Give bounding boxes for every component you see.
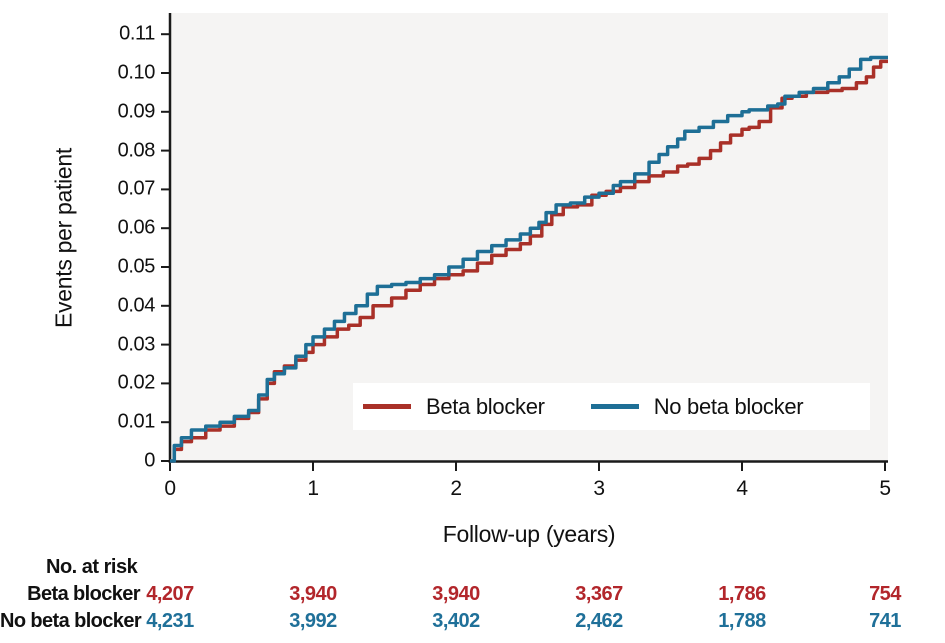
at-risk-value: 4,207 [146, 583, 194, 605]
at-risk-value: 3,992 [289, 610, 337, 632]
at-risk-value: 1,788 [718, 610, 766, 632]
y-tick-label: 0.06 [117, 216, 156, 239]
legend: Beta blocker No beta blocker [353, 383, 870, 430]
y-tick-label: 0.09 [117, 100, 156, 123]
x-axis-title: Follow-up (years) [442, 521, 616, 547]
y-tick-label: 0.10 [117, 61, 156, 84]
beta-blocker-curve [170, 59, 888, 463]
no-beta-blocker-curve [170, 55, 888, 463]
y-tick-label: 0.02 [117, 371, 156, 394]
legend-label-no-beta-blocker: No beta blocker [653, 393, 804, 419]
legend-item-beta-blocker: Beta blocker [363, 394, 545, 420]
x-tick-label: 5 [879, 477, 891, 500]
y-tick-label: 0.04 [117, 294, 156, 317]
at-risk-value: 3,940 [432, 583, 480, 605]
y-tick-label: 0 [144, 449, 155, 472]
y-tick-label: 0.07 [117, 177, 156, 200]
at-risk-row-label: Beta blocker [27, 583, 140, 605]
at-risk-value: 741 [869, 610, 901, 632]
at-risk-value: 754 [869, 583, 901, 605]
x-tick-label: 3 [593, 477, 605, 500]
at-risk-title: No. at risk [46, 556, 138, 578]
x-tick-label: 0 [164, 477, 176, 500]
beta-blocker-line-swatch [363, 404, 411, 409]
y-tick-label: 0.11 [119, 22, 155, 45]
at-risk-value: 2,462 [575, 610, 623, 632]
y-tick-label: 0.01 [117, 410, 156, 433]
at-risk-value: 3,402 [432, 610, 480, 632]
at-risk-value: 3,367 [575, 583, 623, 605]
y-tick-label: 0.08 [117, 139, 156, 162]
no-beta-blocker-line-swatch [590, 404, 639, 409]
x-tick-label: 1 [307, 477, 319, 500]
at-risk-value: 3,940 [289, 583, 337, 605]
y-axis-title: Events per patient [50, 148, 77, 328]
x-tick-label: 4 [736, 477, 748, 500]
at-risk-value: 4,231 [146, 610, 194, 632]
at-risk-value: 1,786 [718, 583, 766, 605]
y-tick-label: 0.03 [117, 333, 156, 356]
legend-item-no-beta-blocker: No beta blocker [590, 393, 804, 420]
at-risk-row-label: No beta blocker [0, 610, 142, 632]
y-tick-label: 0.05 [117, 255, 156, 278]
legend-label-beta-blocker: Beta blocker [426, 393, 545, 419]
x-tick-label: 2 [450, 477, 462, 500]
